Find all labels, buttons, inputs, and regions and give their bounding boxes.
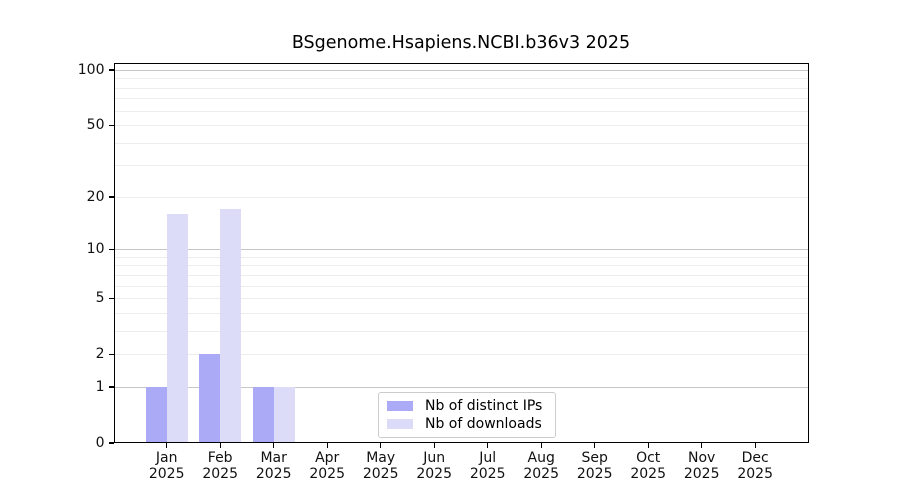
minor-gridline <box>113 142 809 144</box>
y-tick-label: 20 <box>86 188 105 205</box>
y-tick-label: 10 <box>86 241 105 258</box>
downloads-swatch <box>387 419 413 430</box>
y-tick-mark <box>108 69 114 71</box>
major-gridline <box>113 249 809 251</box>
x-tick-label: Nov 2025 <box>683 450 720 482</box>
bar <box>273 386 295 443</box>
plot-area <box>113 62 809 443</box>
bar <box>252 386 274 443</box>
distinct-ips-swatch <box>387 400 413 411</box>
y-tick-mark <box>108 196 114 198</box>
bar <box>145 386 167 443</box>
x-tick-label: Aug 2025 <box>523 450 559 482</box>
x-tick-mark <box>380 443 382 448</box>
y-tick-label: 1 <box>95 378 105 395</box>
x-tick-label: Feb 2025 <box>202 450 238 482</box>
y-tick-label: 0 <box>95 435 105 451</box>
x-tick-label: Jan 2025 <box>148 450 185 482</box>
y-tick-label: 2 <box>95 346 105 363</box>
x-tick-label: Oct 2025 <box>630 450 666 482</box>
minor-gridline <box>113 256 809 258</box>
legend-label-downloads: Nb of downloads <box>425 416 542 433</box>
bar <box>199 354 221 443</box>
y-tick-mark <box>108 353 114 355</box>
x-tick-mark <box>540 443 542 448</box>
minor-gridline <box>113 312 809 314</box>
minor-gridline <box>113 354 809 356</box>
x-tick-mark <box>273 443 275 448</box>
legend-label-distinct-ips: Nb of distinct IPs <box>425 397 543 414</box>
x-tick-mark <box>433 443 435 448</box>
y-tick-mark <box>108 442 114 444</box>
major-gridline <box>113 386 809 388</box>
x-tick-label: Sep 2025 <box>576 450 613 482</box>
minor-gridline <box>113 110 809 112</box>
legend-item-distinct-ips: Nb of distinct IPs <box>387 398 547 414</box>
minor-gridline <box>113 330 809 332</box>
y-tick-label: 5 <box>95 290 105 307</box>
bar <box>166 214 188 443</box>
minor-gridline <box>113 265 809 267</box>
x-tick-mark <box>647 443 649 448</box>
x-tick-mark <box>326 443 328 448</box>
y-tick-mark <box>108 297 114 299</box>
x-tick-label: Mar 2025 <box>255 450 292 482</box>
x-tick-mark <box>487 443 489 448</box>
minor-gridline <box>113 78 809 80</box>
y-tick-mark <box>108 248 114 250</box>
x-tick-mark <box>166 443 168 448</box>
chart-title: BSgenome.Hsapiens.NCBI.b36v3 2025 <box>291 33 631 53</box>
minor-gridline <box>113 285 809 287</box>
y-tick-label: 50 <box>86 117 105 134</box>
x-tick-label: Jul 2025 <box>469 450 506 482</box>
minor-gridline <box>113 196 809 198</box>
x-tick-label: Apr 2025 <box>309 450 345 482</box>
x-tick-mark <box>219 443 221 448</box>
legend: Nb of distinct IPs Nb of downloads <box>378 392 556 438</box>
x-tick-label: May 2025 <box>362 450 399 482</box>
x-tick-label: Jun 2025 <box>416 450 452 482</box>
legend-item-downloads: Nb of downloads <box>387 416 547 432</box>
y-tick-mark <box>108 124 114 126</box>
x-tick-mark <box>594 443 596 448</box>
y-tick-label: 100 <box>77 62 105 78</box>
x-tick-label: Dec 2025 <box>737 450 773 482</box>
minor-gridline <box>113 274 809 276</box>
minor-gridline <box>113 165 809 167</box>
major-gridline <box>113 70 809 71</box>
x-tick-mark <box>701 443 703 448</box>
x-tick-mark <box>754 443 756 448</box>
minor-gridline <box>113 298 809 300</box>
minor-gridline <box>113 98 809 100</box>
y-tick-mark <box>108 386 114 388</box>
bar <box>220 209 242 443</box>
minor-gridline <box>113 125 809 127</box>
minor-gridline <box>113 87 809 89</box>
